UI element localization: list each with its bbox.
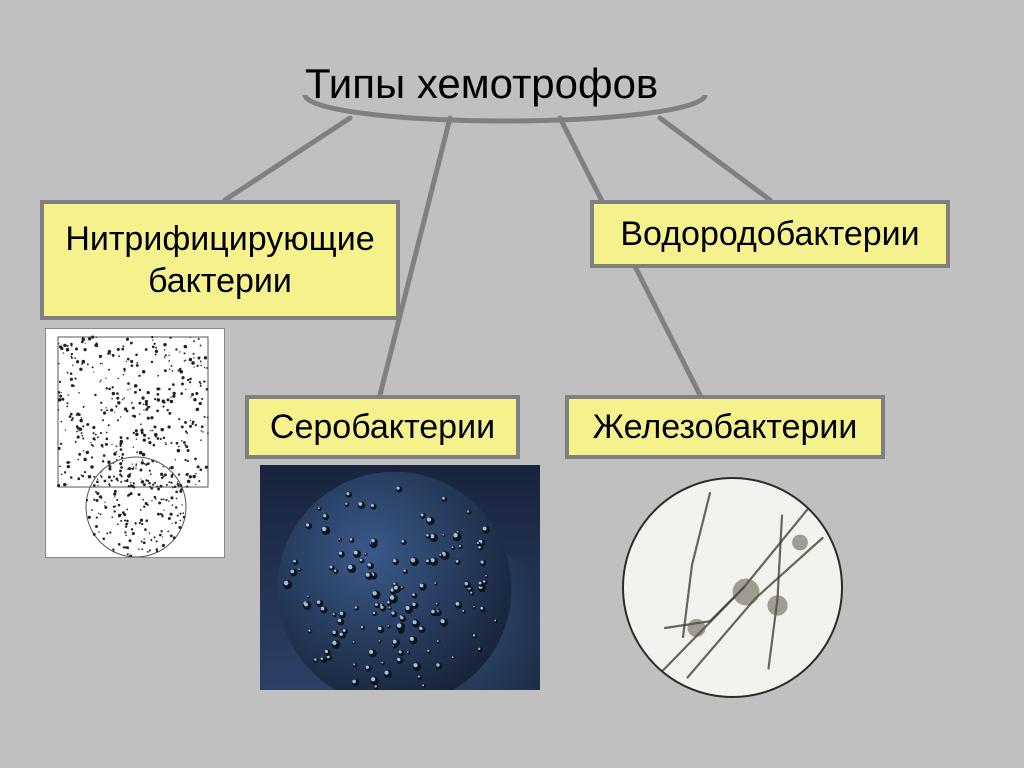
image-iron-bacteria-microscopy — [620, 475, 845, 700]
image-nitrifying-microscopy — [45, 328, 225, 558]
box-sulfur-bacteria: Серобактерии — [245, 395, 520, 459]
box-hydrogen-bacteria: Водородобактерии — [590, 200, 950, 268]
image-sulfur-bacteria-photo — [260, 465, 540, 690]
diagram-title: Типы хемотрофов — [305, 60, 658, 108]
box-nitrifying-bacteria: Нитрифицирующие бактерии — [40, 200, 400, 320]
diagram-canvas: Типы хемотрофов Нитрифицирующие бактерии… — [0, 0, 1024, 768]
box-iron-bacteria: Железобактерии — [565, 395, 885, 459]
